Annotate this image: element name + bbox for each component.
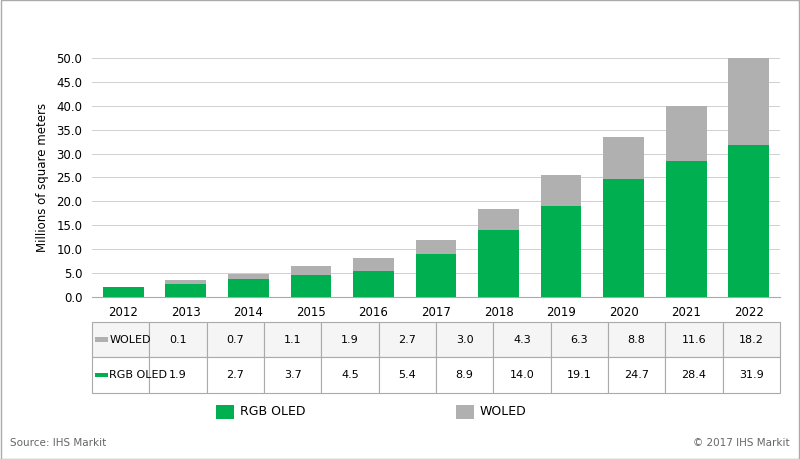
Bar xyxy=(550,357,608,393)
Bar xyxy=(603,179,644,297)
Text: 6.3: 6.3 xyxy=(570,335,588,345)
Bar xyxy=(608,322,666,357)
Bar xyxy=(353,271,394,297)
Bar xyxy=(456,404,474,419)
Bar xyxy=(264,357,322,393)
Bar xyxy=(729,145,769,297)
Bar xyxy=(264,322,322,357)
Bar xyxy=(666,106,706,161)
Text: 8.8: 8.8 xyxy=(628,335,646,345)
Bar xyxy=(95,373,108,377)
Bar xyxy=(290,275,331,297)
Text: 2.7: 2.7 xyxy=(398,335,416,345)
Text: 2.7: 2.7 xyxy=(226,370,244,380)
Text: 3.0: 3.0 xyxy=(456,335,474,345)
Bar xyxy=(666,357,722,393)
Bar xyxy=(150,357,206,393)
Bar xyxy=(92,357,150,393)
Text: © 2017 IHS Markit: © 2017 IHS Markit xyxy=(693,438,790,448)
Bar xyxy=(666,322,722,357)
Bar xyxy=(666,161,706,297)
Bar xyxy=(436,357,494,393)
Bar xyxy=(494,322,550,357)
Text: WOLED: WOLED xyxy=(480,405,526,418)
Bar xyxy=(206,357,264,393)
Bar xyxy=(92,322,150,357)
Text: 19.1: 19.1 xyxy=(567,370,592,380)
Bar xyxy=(353,258,394,271)
Bar xyxy=(150,322,206,357)
Text: 31.9: 31.9 xyxy=(739,370,764,380)
Bar xyxy=(608,357,666,393)
Text: 0.7: 0.7 xyxy=(226,335,244,345)
Bar xyxy=(378,322,436,357)
Bar xyxy=(322,322,378,357)
Bar xyxy=(290,266,331,275)
Bar xyxy=(416,254,456,297)
Bar xyxy=(541,206,582,297)
Bar xyxy=(206,322,264,357)
Text: 4.3: 4.3 xyxy=(513,335,531,345)
Text: 18.2: 18.2 xyxy=(739,335,764,345)
Text: 0.1: 0.1 xyxy=(169,335,187,345)
Text: 14.0: 14.0 xyxy=(510,370,534,380)
Bar xyxy=(228,274,269,279)
Bar xyxy=(436,322,494,357)
Bar xyxy=(550,322,608,357)
Bar xyxy=(378,357,436,393)
Bar xyxy=(95,337,108,341)
Y-axis label: Millions of square meters: Millions of square meters xyxy=(36,103,50,252)
Text: Source: IHS Markit: Source: IHS Markit xyxy=(10,438,106,448)
Text: 28.4: 28.4 xyxy=(682,370,706,380)
Text: 5.4: 5.4 xyxy=(398,370,416,380)
Bar xyxy=(478,209,519,230)
Text: 11.6: 11.6 xyxy=(682,335,706,345)
Text: WOLED: WOLED xyxy=(109,335,150,345)
Bar xyxy=(322,357,378,393)
Text: RGB OLED: RGB OLED xyxy=(240,405,306,418)
Bar xyxy=(603,137,644,179)
Bar xyxy=(478,230,519,297)
Text: 1.9: 1.9 xyxy=(341,335,359,345)
Text: RGB OLED: RGB OLED xyxy=(109,370,167,380)
Bar xyxy=(216,404,234,419)
Bar xyxy=(228,279,269,297)
Text: 4.5: 4.5 xyxy=(341,370,359,380)
Bar xyxy=(166,284,206,297)
Bar xyxy=(722,322,780,357)
Text: 1.1: 1.1 xyxy=(284,335,302,345)
Bar xyxy=(494,357,550,393)
Text: 1.9: 1.9 xyxy=(169,370,187,380)
Bar xyxy=(166,280,206,284)
Bar xyxy=(103,287,144,297)
Text: 8.9: 8.9 xyxy=(456,370,474,380)
Text: 24.7: 24.7 xyxy=(624,370,649,380)
Text: RGB OLED vs. WOLED production capacity outlook: RGB OLED vs. WOLED production capacity o… xyxy=(10,20,518,38)
Text: 3.7: 3.7 xyxy=(284,370,302,380)
Bar xyxy=(541,175,582,206)
Bar xyxy=(729,58,769,145)
Bar xyxy=(722,357,780,393)
Bar xyxy=(416,240,456,254)
